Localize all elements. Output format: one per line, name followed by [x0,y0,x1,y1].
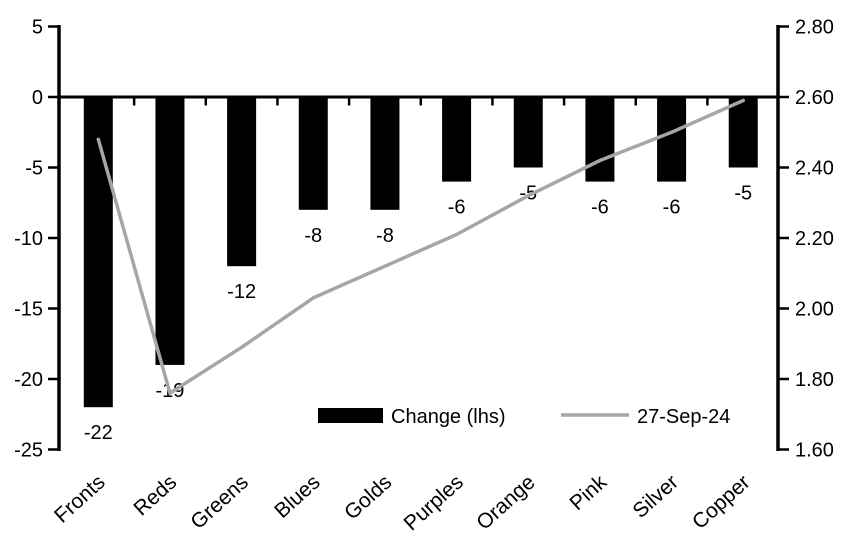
left-axis-tick-label: 0 [32,87,43,109]
legend-bar-swatch [318,408,383,423]
category-label-reds: Reds [129,471,181,521]
right-axis-tick-label: 1.80 [795,369,834,391]
bar-value-label: -8 [304,225,322,247]
bar-golds [370,97,400,210]
bar-pink [585,97,615,182]
series-line-27-sep-24 [96,98,745,395]
category-label-pink: Pink [566,470,612,515]
bar-fronts [83,97,113,408]
category-label-fronts: Fronts [50,471,110,528]
category-label-blues: Blues [270,471,324,523]
category-label-golds: Golds [340,471,396,525]
left-axis-tick-label: -15 [14,299,43,321]
left-axis-tick-label: 5 [32,17,43,39]
bar-value-label: -6 [591,197,609,219]
category-label-greens: Greens [186,471,253,534]
bar-blues [298,97,328,210]
right-axis-tick-label: 1.60 [795,440,834,462]
category-label-purples: Purples [400,471,468,536]
right-axis-tick-label: 2.60 [795,87,834,109]
bar-value-label: -5 [734,183,752,205]
right-axis-tick-label: 2.40 [795,158,834,180]
left-axis-tick-label: -25 [14,440,43,462]
bar-value-label: -6 [663,197,681,219]
category-label-copper: Copper [688,471,755,534]
right-axis-tick-label: 2.00 [795,299,834,321]
legend-label-27-sep-24: 27-Sep-24 [637,406,730,428]
right-axis-tick-label: 2.20 [795,228,834,250]
bar-value-label: -6 [448,197,466,219]
left-axis-tick-label: -20 [14,369,43,391]
legend-label-change-lhs: Change (lhs) [391,406,506,428]
bar-silver [657,97,687,182]
bar-reds [155,97,185,365]
bar-orange [513,97,543,168]
bar-value-label: -8 [376,225,394,247]
bar-greens [227,97,257,267]
bar-value-label: -12 [227,281,256,303]
category-label-orange: Orange [472,471,539,535]
bar-purples [442,97,472,182]
bar-copper [728,97,758,168]
right-axis-tick-label: 2.80 [795,17,834,39]
bar-value-label: -22 [84,422,113,444]
category-label-silver: Silver [629,471,683,523]
left-axis-tick-label: -10 [14,228,43,250]
left-axis-tick-label: -5 [25,158,43,180]
